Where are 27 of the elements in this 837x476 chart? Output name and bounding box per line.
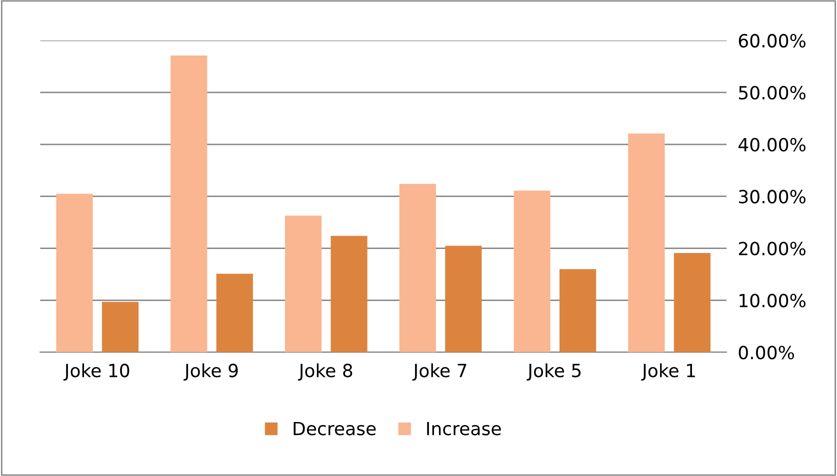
bar [674,252,710,352]
y-tick-label: 30.00% [739,190,806,204]
bar [284,216,322,352]
y-tick-label: 50.00% [739,86,806,100]
x-tick-label: Joke 7 [412,363,466,381]
bar [445,246,482,352]
legend-label: Decrease [294,422,376,436]
x-tick-label: Joke 10 [63,363,130,381]
x-tick-label: Joke 8 [298,363,352,381]
bar [330,236,368,352]
y-tick-label: 0.00% [738,346,794,360]
y-tick-label: 40.00% [738,138,806,152]
bar [170,56,208,352]
y-tick-label: 20.00% [738,242,806,256]
y-tick-label: 10.00% [740,294,806,308]
bar [216,274,253,352]
bar [628,133,665,352]
x-tick-label: Joke 1 [641,363,695,381]
legend-label: Increase [427,422,501,436]
bar [560,269,596,352]
bar [514,190,550,352]
x-tick-label: Joke 9 [184,363,238,381]
bar [399,184,436,352]
bar [102,302,139,352]
y-tick-label: 60.00% [738,34,806,48]
bar [56,194,93,352]
x-tick-label: Joke 5 [526,363,581,381]
